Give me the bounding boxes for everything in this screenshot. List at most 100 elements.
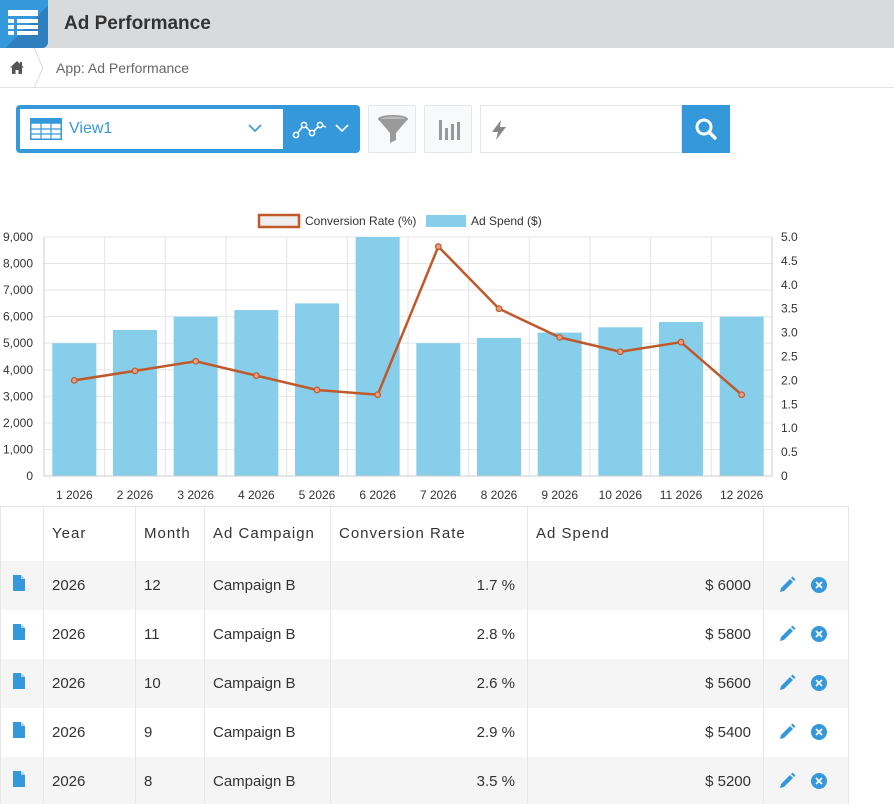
delete-circle-icon[interactable] bbox=[810, 576, 828, 594]
record-detail-icon[interactable] bbox=[13, 722, 25, 738]
delete-circle-icon[interactable] bbox=[810, 723, 828, 741]
x-tick-label: 11 2026 bbox=[660, 488, 703, 502]
cell-actions bbox=[763, 658, 849, 708]
cell-year: 2026 bbox=[43, 658, 136, 708]
conversion-rate-line bbox=[74, 244, 743, 397]
filter-funnel-icon bbox=[378, 115, 408, 143]
edit-pencil-icon[interactable] bbox=[778, 625, 796, 643]
column-header-campaign[interactable]: Ad Campaign bbox=[204, 506, 331, 561]
legend-label-ad-spend: Ad Spend ($) bbox=[471, 214, 542, 228]
ad-performance-chart: 0 1,000 2,000 3,000 4,000 5,000 6,000 7,000 8,00… bbox=[3, 213, 798, 502]
delete-circle-icon[interactable] bbox=[810, 625, 828, 643]
record-icon-cell[interactable] bbox=[0, 756, 44, 804]
edit-pencil-icon[interactable] bbox=[778, 576, 796, 594]
search-input[interactable] bbox=[517, 114, 677, 144]
cell-month: 9 bbox=[135, 707, 205, 757]
y-right-tick-label: 2.5 bbox=[781, 350, 798, 364]
x-tick-label: 5 2026 bbox=[299, 488, 336, 502]
y-right-tick-label: 3.5 bbox=[781, 302, 798, 316]
cell-campaign: Campaign B bbox=[204, 560, 331, 610]
x-tick-label: 6 2026 bbox=[359, 488, 396, 502]
cell-ad-spend: $ 5600 bbox=[527, 658, 764, 708]
edit-pencil-icon[interactable] bbox=[778, 674, 796, 692]
cell-conversion-rate: 1.7 % bbox=[330, 560, 528, 610]
y-left-tick-label: 8,000 bbox=[3, 257, 33, 271]
chart-bar bbox=[52, 343, 97, 476]
breadcrumb-separator-icon bbox=[33, 48, 44, 88]
cell-month: 12 bbox=[135, 560, 205, 610]
table-row[interactable]: 2026 11 Campaign B 2.8 % $ 5800 bbox=[0, 609, 849, 659]
cell-year: 2026 bbox=[43, 756, 136, 804]
record-detail-icon[interactable] bbox=[13, 624, 25, 640]
record-icon-cell[interactable] bbox=[0, 658, 44, 708]
y-right-tick-label: 1.5 bbox=[781, 397, 798, 411]
delete-circle-icon[interactable] bbox=[810, 772, 828, 790]
legend-swatch-conversion-rate bbox=[257, 213, 301, 229]
edit-pencil-icon[interactable] bbox=[778, 772, 796, 790]
cell-ad-spend: $ 6000 bbox=[527, 560, 764, 610]
cell-month: 10 bbox=[135, 658, 205, 708]
x-tick-label: 1 2026 bbox=[56, 488, 93, 502]
y-left-tick-label: 1,000 bbox=[3, 442, 33, 456]
graph-view-button[interactable] bbox=[284, 109, 356, 149]
table-view-icon bbox=[30, 118, 62, 140]
filter-button[interactable] bbox=[368, 105, 416, 153]
record-detail-icon[interactable] bbox=[13, 673, 25, 689]
breadcrumb: App: Ad Performance bbox=[0, 48, 894, 88]
chart-bar bbox=[416, 343, 461, 476]
cell-year: 2026 bbox=[43, 707, 136, 757]
search-icon bbox=[695, 118, 717, 140]
record-detail-icon[interactable] bbox=[13, 771, 25, 787]
y-left-tick-label: 4,000 bbox=[3, 363, 33, 377]
table-row[interactable]: 2026 9 Campaign B 2.9 % $ 5400 bbox=[0, 707, 849, 757]
table-row[interactable]: 2026 12 Campaign B 1.7 % $ 6000 bbox=[0, 560, 849, 610]
search-button[interactable] bbox=[682, 105, 730, 153]
view-name: View1 bbox=[69, 120, 113, 137]
cell-conversion-rate: 3.5 % bbox=[330, 756, 528, 804]
y-right-tick-label: 0 bbox=[781, 469, 788, 483]
x-tick-label: 7 2026 bbox=[420, 488, 457, 502]
y-right-tick-label: 3.0 bbox=[781, 326, 798, 340]
record-icon-cell[interactable] bbox=[0, 609, 44, 659]
delete-circle-icon[interactable] bbox=[810, 674, 828, 692]
x-tick-label: 2 2026 bbox=[117, 488, 154, 502]
y-right-tick-label: 1.0 bbox=[781, 421, 798, 435]
cell-year: 2026 bbox=[43, 560, 136, 610]
home-icon[interactable] bbox=[9, 60, 25, 75]
table-header-row: Year Month Ad Campaign Conversion Rate A… bbox=[0, 506, 849, 561]
x-tick-label: 4 2026 bbox=[238, 488, 275, 502]
record-icon-cell[interactable] bbox=[0, 560, 44, 610]
edit-pencil-icon[interactable] bbox=[778, 723, 796, 741]
x-tick-label: 10 2026 bbox=[599, 488, 643, 502]
view-dropdown[interactable]: View1 bbox=[20, 109, 283, 149]
record-detail-icon[interactable] bbox=[13, 575, 25, 591]
column-header-year[interactable]: Year bbox=[43, 506, 136, 561]
search-field bbox=[480, 105, 682, 153]
cell-year: 2026 bbox=[43, 609, 136, 659]
chart-bar bbox=[659, 321, 703, 476]
cell-actions bbox=[763, 609, 849, 659]
cell-campaign: Campaign B bbox=[204, 658, 331, 708]
cell-actions bbox=[763, 707, 849, 757]
y-left-tick-label: 7,000 bbox=[3, 283, 33, 297]
cell-conversion-rate: 2.8 % bbox=[330, 609, 528, 659]
column-header-conversion-rate[interactable]: Conversion Rate bbox=[330, 506, 528, 561]
app-title: Ad Performance bbox=[64, 13, 211, 34]
cell-campaign: Campaign B bbox=[204, 609, 331, 659]
breadcrumb-app-link[interactable]: App: Ad Performance bbox=[56, 60, 190, 76]
cell-ad-spend: $ 5800 bbox=[527, 609, 764, 659]
cell-actions bbox=[763, 756, 849, 804]
x-tick-label: 3 2026 bbox=[177, 488, 214, 502]
graph-chevron-down-icon bbox=[335, 124, 349, 133]
app-list-icon[interactable] bbox=[0, 0, 48, 48]
table-row[interactable]: 2026 8 Campaign B 3.5 % $ 5200 bbox=[0, 756, 849, 804]
table-row[interactable]: 2026 10 Campaign B 2.6 % $ 5600 bbox=[0, 658, 849, 708]
view-selector: View1 bbox=[16, 105, 360, 153]
record-icon-cell[interactable] bbox=[0, 707, 44, 757]
bar-chart-icon bbox=[439, 120, 460, 140]
column-header-ad-spend[interactable]: Ad Spend bbox=[527, 506, 764, 561]
column-header-month[interactable]: Month bbox=[135, 506, 205, 561]
chevron-down-icon bbox=[248, 124, 262, 133]
summary-graph-button[interactable] bbox=[424, 105, 472, 153]
y-left-tick-label: 0 bbox=[26, 469, 33, 483]
